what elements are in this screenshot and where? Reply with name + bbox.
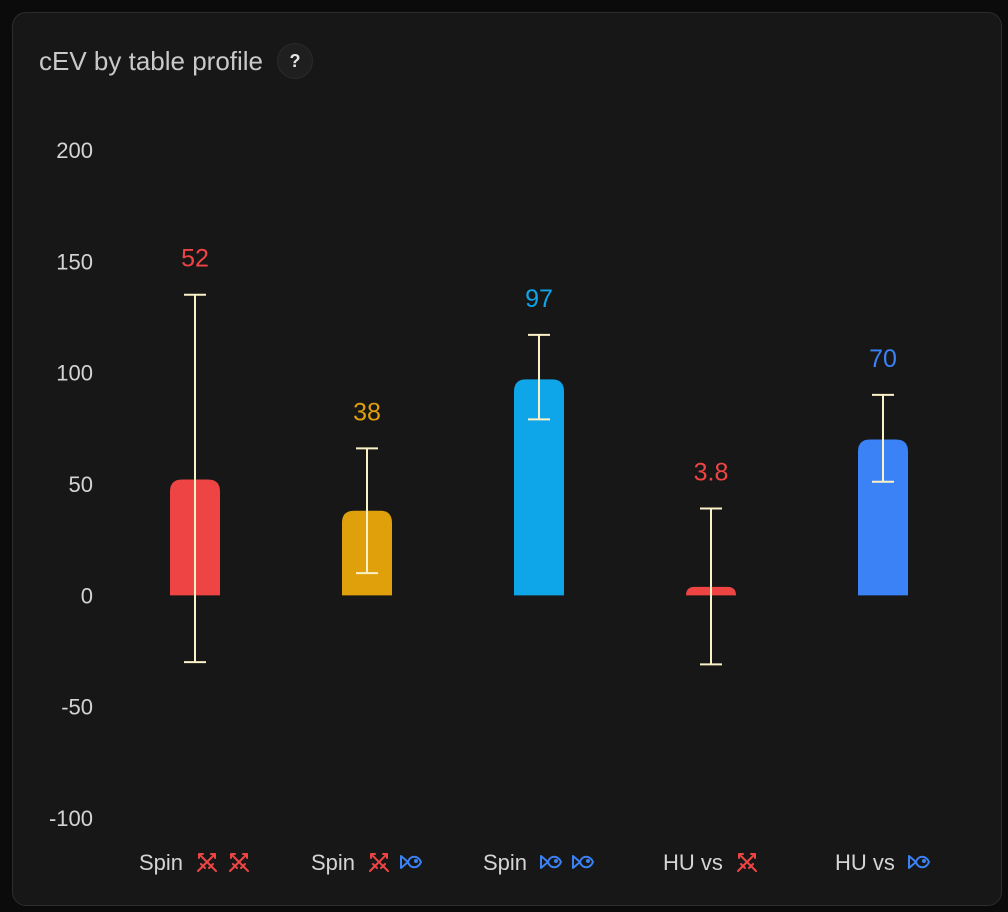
bar[interactable] [858, 439, 908, 596]
data-label: 70 [869, 345, 897, 373]
x-tick-label: HU vs [835, 850, 930, 875]
error-bar [356, 447, 378, 575]
x-tick-label: Spin [311, 850, 422, 875]
y-tick-label: 50 [69, 472, 93, 497]
x-tick-text: Spin [139, 850, 183, 875]
x-tick-label: HU vs [663, 850, 757, 875]
data-label: 52 [181, 245, 209, 273]
fish-icon [572, 855, 594, 869]
x-tick-label: Spin [139, 850, 249, 875]
bar[interactable] [514, 379, 564, 596]
y-tick-label: 100 [56, 361, 93, 386]
bar-group: 70 HU vs [835, 345, 930, 875]
y-tick-label: 200 [56, 138, 93, 163]
chart-header: cEV by table profile ? [39, 43, 314, 79]
x-tick-text: Spin [483, 850, 527, 875]
error-bar [528, 333, 550, 421]
bar-group: 38 Spin [311, 398, 422, 875]
swords-icon [369, 853, 389, 872]
chart-card: cEV by table profile ? [12, 12, 1002, 906]
fish-icon [908, 855, 930, 869]
data-label: 97 [525, 285, 553, 313]
y-tick-label: -100 [49, 806, 93, 831]
bar-group: 97 Spin [483, 285, 594, 875]
x-tick-text: Spin [311, 850, 355, 875]
data-label: 3.8 [694, 458, 729, 486]
y-tick-label: -50 [61, 695, 93, 720]
y-tick-label: 0 [81, 583, 93, 608]
error-bar [184, 293, 206, 664]
data-label: 38 [353, 398, 381, 426]
swords-icon [229, 853, 249, 872]
help-button[interactable]: ? [277, 43, 314, 79]
fish-icon [540, 855, 562, 869]
x-tick-text: HU vs [835, 850, 895, 875]
error-bar [872, 393, 894, 483]
swords-icon [737, 853, 757, 872]
fish-icon [400, 855, 422, 869]
x-tick-label: Spin [483, 850, 594, 875]
bar-group: 52 Spin [139, 245, 249, 875]
y-tick-label: 150 [56, 249, 93, 274]
swords-icon [197, 853, 217, 872]
error-bar [700, 507, 722, 666]
bar-group: 3.8 HU vs [663, 458, 757, 875]
x-tick-text: HU vs [663, 850, 723, 875]
chart-title: cEV by table profile [39, 45, 264, 76]
